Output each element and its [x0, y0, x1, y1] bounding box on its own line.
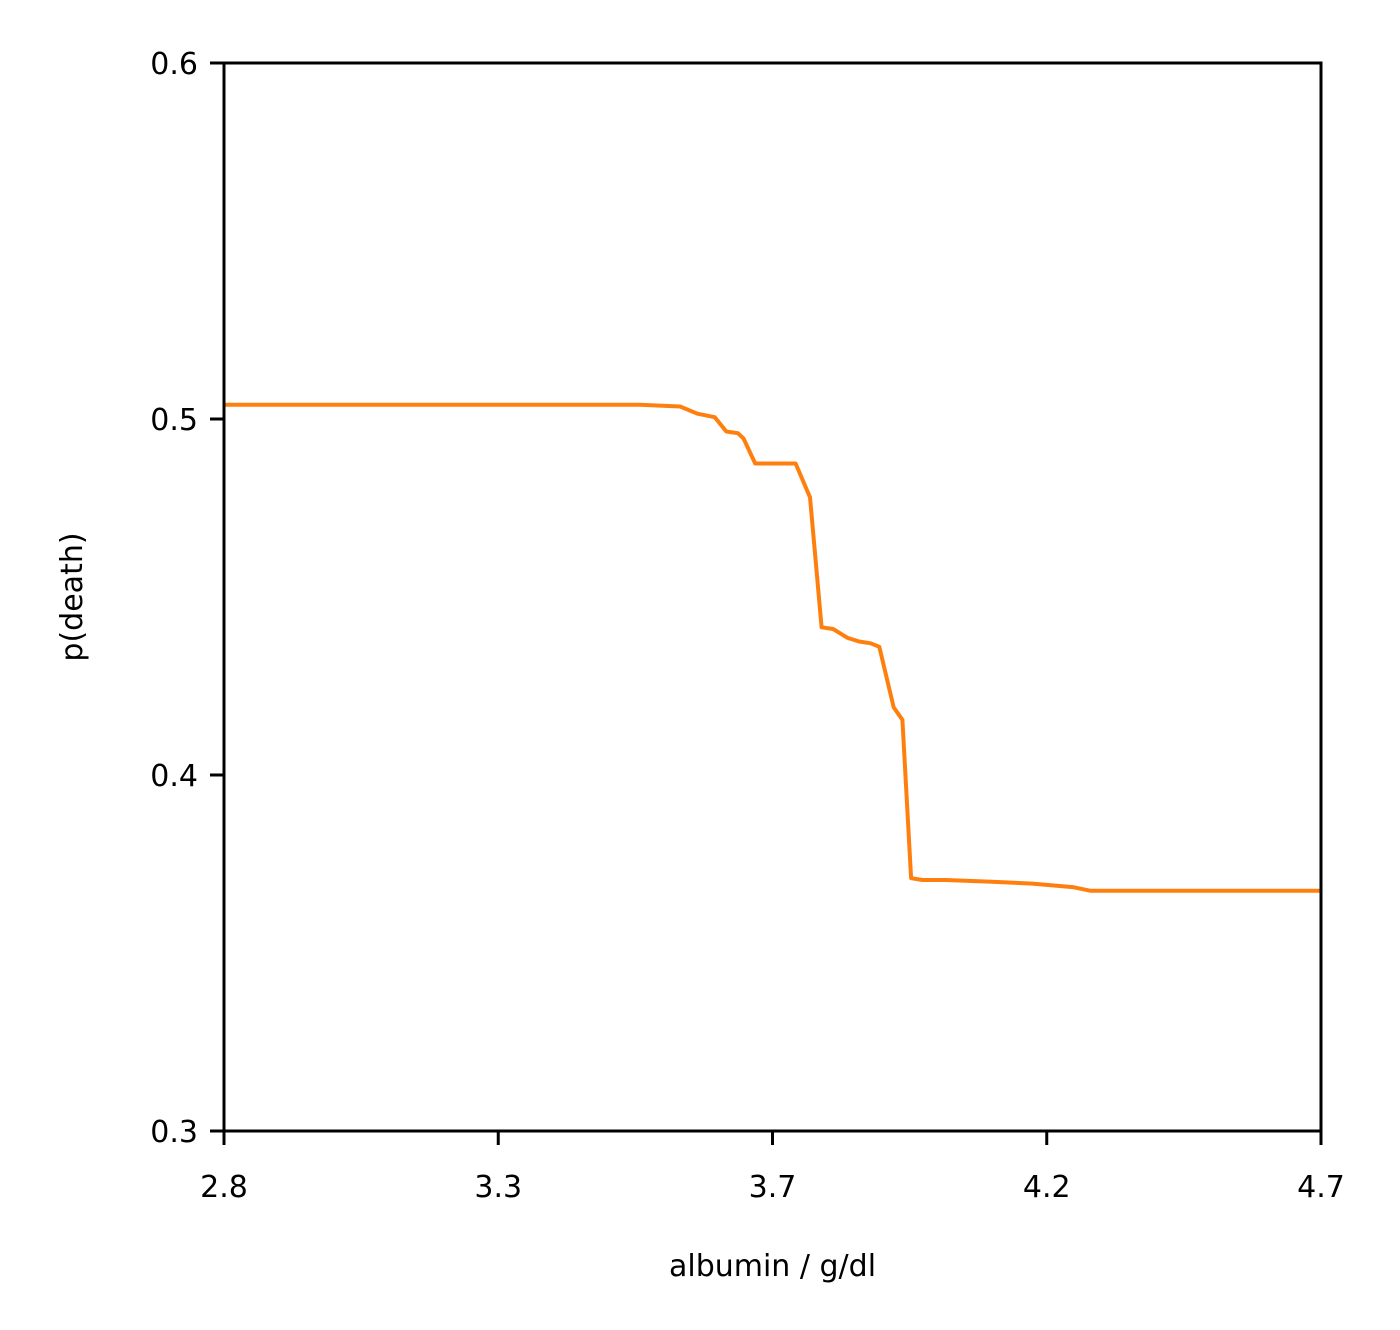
y-tick-label: 0.6: [150, 47, 198, 82]
y-tick-label: 0.3: [150, 1115, 198, 1150]
x-tick-label: 4.7: [1297, 1170, 1345, 1205]
x-tick-label: 3.3: [474, 1170, 522, 1205]
x-axis-label: albumin / g/dl: [669, 1249, 876, 1284]
plot-frame: [224, 63, 1321, 1131]
y-tick-label: 0.4: [150, 759, 198, 794]
x-tick-label: 2.8: [200, 1170, 248, 1205]
y-axis-label: p(death): [55, 532, 90, 661]
series-line-0: [224, 405, 1321, 891]
y-tick-label: 0.5: [150, 403, 198, 438]
x-tick-label: 3.7: [749, 1170, 797, 1205]
x-tick-label: 4.2: [1023, 1170, 1071, 1205]
